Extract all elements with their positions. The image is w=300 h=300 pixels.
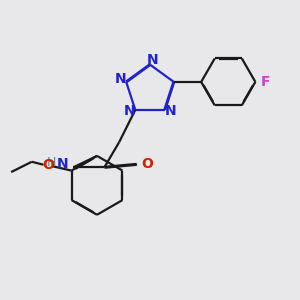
Text: H: H — [47, 155, 56, 169]
Text: F: F — [261, 75, 270, 89]
Text: O: O — [42, 158, 54, 172]
Text: N: N — [56, 157, 68, 171]
Text: N: N — [147, 53, 159, 67]
Text: N: N — [115, 72, 127, 86]
Text: N: N — [124, 104, 136, 118]
Text: O: O — [141, 158, 153, 171]
Text: N: N — [165, 104, 176, 118]
